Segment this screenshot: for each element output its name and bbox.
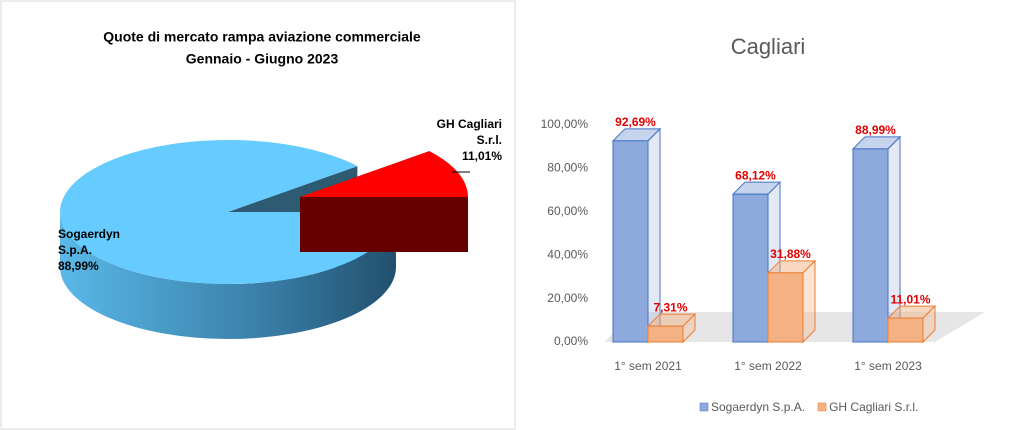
- legend-swatch: [699, 402, 709, 412]
- data-label: 92,69%: [615, 115, 656, 129]
- slice-label: GH Cagliari S.r.l. 11,01%: [422, 116, 502, 164]
- bar: [732, 193, 769, 343]
- y-tick-label: 100,00%: [541, 117, 589, 131]
- slice-label: Sogaerdyn S.p.A. 88,99%: [58, 226, 138, 274]
- bar-title: Cagliari: [731, 34, 806, 59]
- y-tick-label: 0,00%: [554, 334, 588, 348]
- bar: [767, 272, 804, 343]
- x-tick-label: 1° sem 2022: [734, 359, 802, 373]
- bar: [612, 140, 649, 343]
- bar: [887, 317, 924, 343]
- y-tick-label: 80,00%: [547, 161, 588, 175]
- pie-title: Quote di mercato rampa aviazione commerc…: [103, 29, 421, 45]
- slice-value: 11,01%: [461, 149, 502, 163]
- slice-name: Sogaerdyn S.p.A.: [58, 227, 121, 257]
- slice: [300, 151, 468, 197]
- data-label: 68,12%: [735, 168, 776, 182]
- data-label: 7,31%: [653, 300, 687, 314]
- legend-label: GH Cagliari S.r.l.: [829, 400, 918, 414]
- data-label: 88,99%: [855, 123, 896, 137]
- legend-label: Sogaerdyn S.p.A.: [711, 400, 805, 414]
- pie-subtitle: Gennaio - Giugno 2023: [186, 51, 339, 67]
- legend-swatch: [817, 402, 827, 412]
- bar-side: [802, 259, 816, 344]
- pie: [59, 140, 470, 339]
- data-label: 11,01%: [890, 292, 930, 306]
- y-tick-label: 60,00%: [547, 204, 588, 218]
- slice-value: 88,99%: [58, 259, 99, 273]
- y-tick-label: 40,00%: [547, 247, 588, 261]
- data-label: 31,88%: [770, 247, 811, 261]
- slice-name: GH Cagliari S.r.l.: [436, 117, 502, 147]
- bar: [852, 148, 889, 343]
- slice-face: [300, 197, 468, 252]
- bar-chart: 0,00% 20,00% 40,00% 60,00% 80,00% 100,00% 1° s…: [541, 115, 985, 414]
- x-tick-label: 1° sem 2021: [614, 359, 682, 373]
- bar: [647, 325, 684, 343]
- slice-side: [60, 212, 396, 339]
- y-tick-label: 20,00%: [547, 291, 588, 305]
- x-tick-label: 1° sem 2023: [854, 359, 922, 373]
